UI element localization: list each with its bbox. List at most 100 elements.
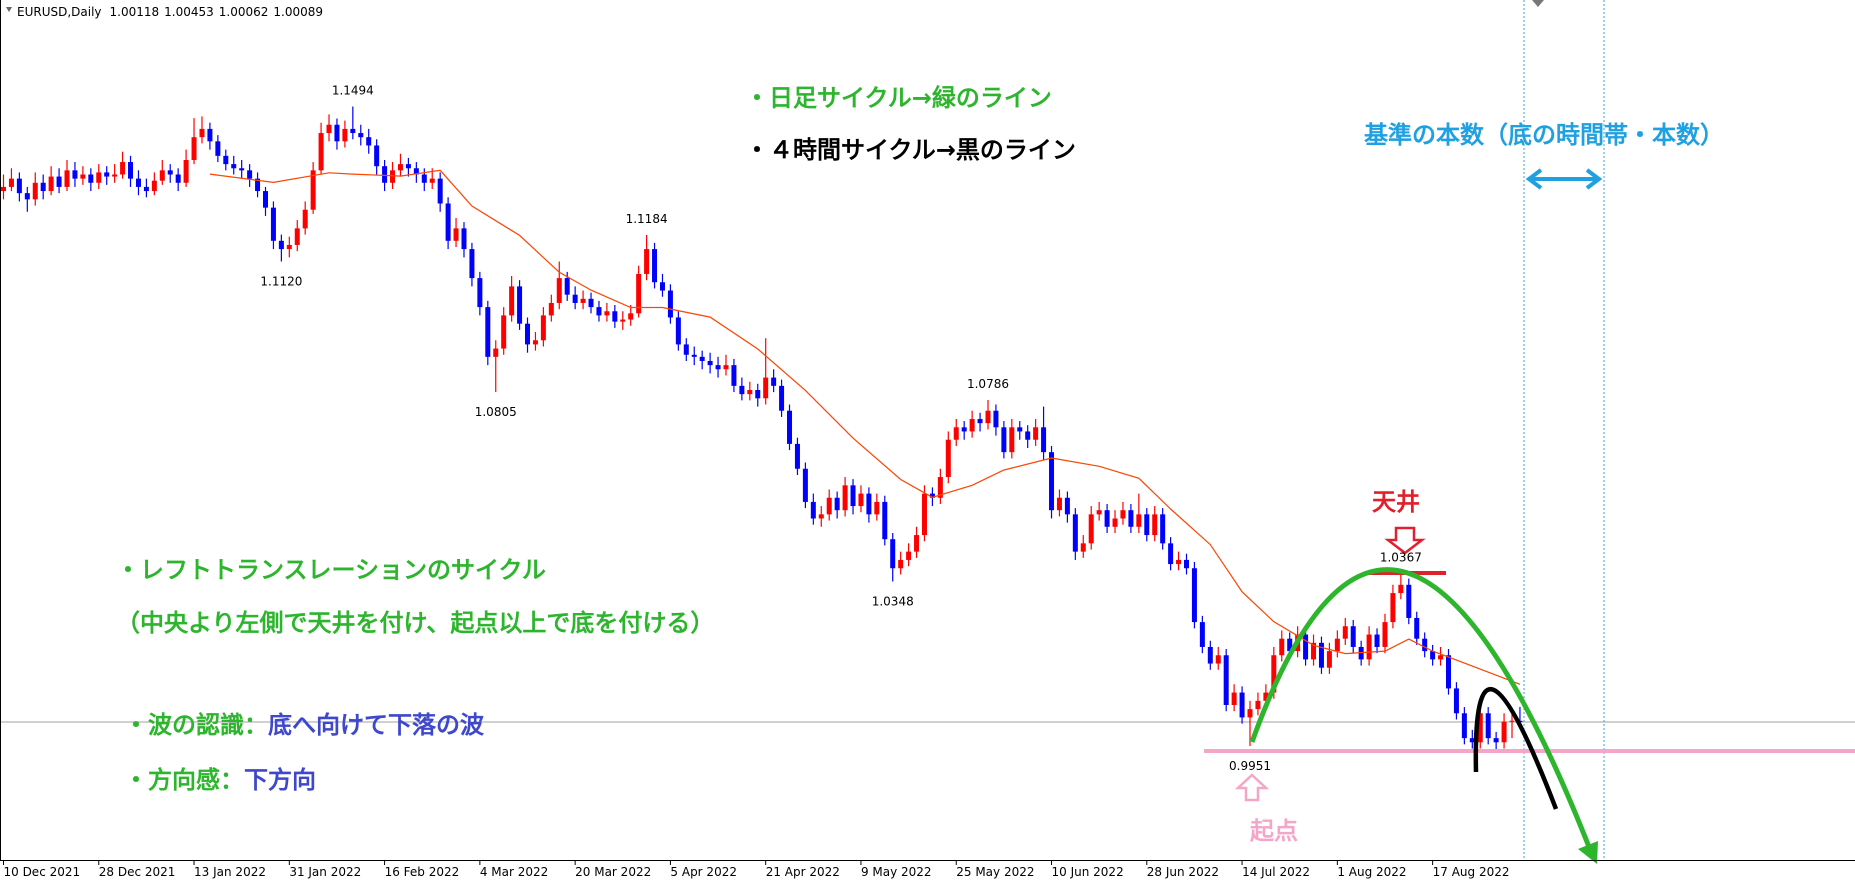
candle-body bbox=[477, 278, 483, 308]
candle-body bbox=[151, 180, 157, 192]
price-label: 0.9951 bbox=[1229, 759, 1271, 773]
candle-body bbox=[1501, 721, 1507, 743]
candle-body bbox=[636, 273, 642, 314]
candle-body bbox=[604, 311, 610, 316]
candle-body bbox=[652, 249, 658, 283]
candle-body bbox=[572, 294, 578, 303]
note-reference: 基準の本数（底の時間帯・本数） bbox=[1364, 121, 1724, 149]
candle-body bbox=[390, 170, 396, 183]
candle-body bbox=[1088, 514, 1094, 544]
candle-body bbox=[779, 385, 785, 411]
candle-body bbox=[1453, 688, 1459, 714]
candle-body bbox=[818, 514, 824, 519]
candle-body bbox=[501, 315, 507, 349]
candle-body bbox=[675, 317, 681, 345]
candle-body bbox=[787, 410, 793, 444]
x-tick-label: 9 May 2022 bbox=[861, 865, 932, 879]
candle-body bbox=[80, 174, 86, 179]
candle-body bbox=[691, 354, 697, 357]
candle-body bbox=[588, 298, 594, 308]
candle-body bbox=[1382, 622, 1388, 647]
candle-body bbox=[1215, 655, 1221, 664]
candle-body bbox=[413, 168, 419, 175]
candle-body bbox=[191, 137, 197, 160]
candle-body bbox=[1009, 427, 1015, 453]
candle-body bbox=[247, 170, 253, 179]
candle-body bbox=[882, 501, 888, 540]
plot-area bbox=[0, 106, 1855, 753]
h4-cycle-arc bbox=[1473, 686, 1559, 810]
candle-body bbox=[1207, 646, 1213, 664]
candle-body bbox=[580, 298, 586, 303]
candle-body bbox=[532, 340, 538, 345]
candle-body bbox=[1334, 638, 1340, 652]
candle-body bbox=[0, 186, 6, 192]
note-origin: 起点 bbox=[1249, 817, 1298, 845]
candle-body bbox=[826, 497, 832, 515]
candle-body bbox=[199, 128, 205, 138]
candle-body bbox=[8, 178, 14, 187]
candle-body bbox=[1493, 738, 1499, 743]
candle-body bbox=[540, 315, 546, 341]
candle-body bbox=[278, 240, 284, 250]
x-tick-label: 4 Mar 2022 bbox=[480, 865, 548, 879]
note-left-translation: ・レフトトランスレーションのサイクル bbox=[116, 556, 546, 584]
wave-label: ・波の認識： bbox=[124, 711, 268, 739]
top-arrow bbox=[1384, 526, 1426, 555]
candle-body bbox=[405, 164, 411, 169]
candle-body bbox=[842, 485, 848, 511]
x-tick-label: 16 Feb 2022 bbox=[385, 865, 460, 879]
candle-body bbox=[866, 493, 872, 515]
candle-body bbox=[1374, 634, 1380, 647]
origin-arrow bbox=[1234, 773, 1270, 802]
candle-body bbox=[183, 159, 189, 183]
moving-average bbox=[209, 169, 1521, 685]
candle-body bbox=[1390, 593, 1396, 623]
candle-body bbox=[334, 124, 340, 142]
header-close: 1.00089 bbox=[273, 5, 323, 19]
candle-body bbox=[1445, 655, 1451, 689]
candle-body bbox=[548, 302, 554, 316]
candle-body bbox=[16, 178, 22, 194]
symbol-icon bbox=[6, 7, 12, 12]
candle-body bbox=[88, 174, 94, 183]
x-tick-label: 13 Jan 2022 bbox=[194, 865, 266, 879]
candle-body bbox=[493, 348, 499, 357]
candle-body bbox=[596, 307, 602, 316]
candle-body bbox=[350, 128, 356, 134]
candle-body bbox=[961, 427, 967, 432]
candle-body bbox=[421, 174, 427, 183]
candle-body bbox=[715, 365, 721, 370]
candle-body bbox=[763, 377, 769, 399]
candle-body bbox=[175, 174, 181, 183]
candle-body bbox=[1199, 622, 1205, 647]
candle-body bbox=[437, 178, 443, 204]
candle-body bbox=[1152, 514, 1158, 536]
note-direction: ・方向感：下方向 bbox=[124, 766, 316, 794]
candle-body bbox=[270, 207, 276, 241]
chart-header: EURUSD,Daily 1.00118 1.00453 1.00062 1.00089 bbox=[17, 5, 323, 19]
candle-body bbox=[366, 137, 372, 146]
candle-body bbox=[453, 228, 459, 241]
candle-body bbox=[929, 493, 935, 498]
candle-body bbox=[993, 410, 999, 428]
candle-body bbox=[1239, 692, 1245, 718]
candle-body bbox=[612, 311, 618, 322]
arrow-head bbox=[1585, 168, 1603, 190]
candle-body bbox=[1263, 692, 1269, 701]
direction-value: 下方向 bbox=[244, 766, 316, 794]
candle-body bbox=[771, 377, 777, 386]
candle-body bbox=[556, 278, 562, 303]
candle-body bbox=[564, 278, 570, 295]
wave-value: 底へ向けて下落の波 bbox=[268, 711, 485, 739]
candle-body bbox=[850, 485, 856, 507]
candle-body bbox=[302, 209, 308, 229]
double-arrow bbox=[1525, 168, 1603, 190]
candle-body bbox=[72, 170, 78, 179]
candle-body bbox=[1049, 452, 1055, 511]
candle-body bbox=[699, 356, 705, 361]
x-tick-label: 21 Apr 2022 bbox=[766, 865, 840, 879]
candle-body bbox=[525, 323, 531, 345]
